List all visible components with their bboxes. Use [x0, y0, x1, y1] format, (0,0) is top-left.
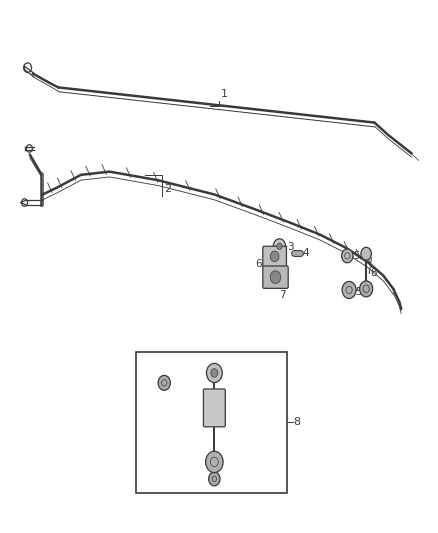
Text: 7: 7 — [279, 290, 286, 301]
Circle shape — [270, 271, 281, 284]
Circle shape — [206, 364, 222, 383]
Text: 3: 3 — [287, 243, 293, 252]
Text: 8: 8 — [293, 417, 300, 427]
Circle shape — [270, 251, 279, 262]
FancyBboxPatch shape — [263, 246, 286, 267]
Text: 4: 4 — [302, 248, 309, 258]
Text: 8: 8 — [370, 269, 377, 278]
Text: 6: 6 — [255, 260, 262, 269]
Text: 5: 5 — [353, 251, 360, 261]
Circle shape — [342, 249, 353, 263]
Text: 5: 5 — [356, 287, 362, 296]
Text: 2: 2 — [164, 184, 171, 194]
Text: 1: 1 — [221, 88, 228, 99]
Circle shape — [211, 369, 218, 377]
FancyBboxPatch shape — [203, 389, 225, 427]
Circle shape — [158, 375, 170, 390]
Circle shape — [208, 472, 220, 486]
Circle shape — [361, 247, 371, 260]
Bar — [136, 352, 287, 493]
FancyBboxPatch shape — [263, 266, 288, 288]
Circle shape — [277, 243, 282, 249]
Circle shape — [360, 281, 373, 297]
Circle shape — [273, 239, 286, 254]
Circle shape — [342, 281, 356, 298]
Circle shape — [205, 451, 223, 473]
